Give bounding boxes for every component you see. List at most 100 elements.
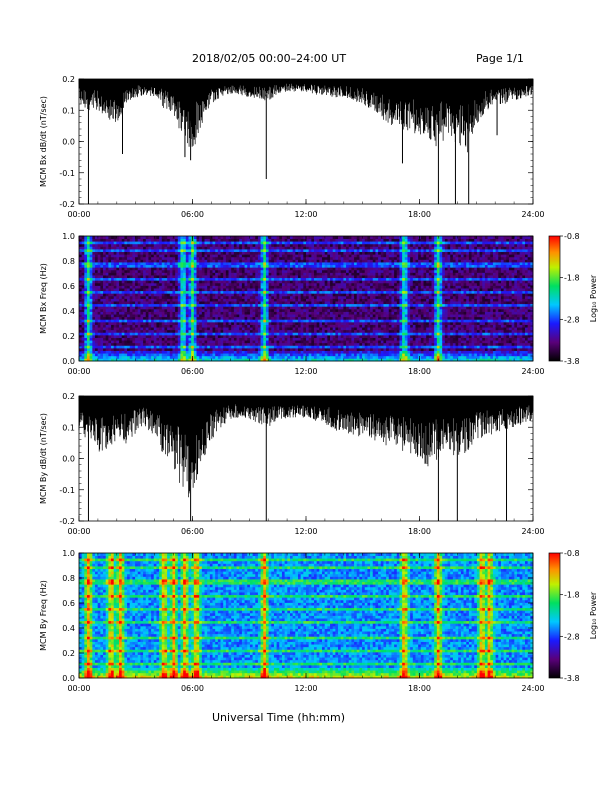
spectrogram-cell (97, 241, 101, 245)
spectrogram-cell (180, 337, 184, 341)
spectrogram-cell (84, 272, 88, 276)
spectrogram-cell (260, 321, 264, 325)
spectrogram-cell (193, 272, 197, 276)
spectrogram-cell (212, 256, 216, 260)
spectrogram-cell (204, 236, 208, 239)
spectrogram-cell (271, 269, 275, 273)
spectrogram-cell (105, 249, 109, 253)
spectrogram-cell (135, 249, 139, 253)
spectrogram-cell (340, 259, 344, 263)
spectrogram-cell (191, 298, 195, 302)
spectrogram-cell (81, 334, 85, 338)
spectrogram-cell (271, 267, 275, 271)
spectrogram-cell (127, 288, 131, 292)
spectrogram-cell (292, 340, 296, 344)
spectrogram-cell (169, 277, 173, 281)
spectrogram-cell (100, 340, 104, 344)
spectrogram-cell (231, 295, 235, 299)
spectrogram-cell (105, 332, 109, 336)
spectrogram-cell (167, 353, 171, 357)
spectrogram-cell (188, 319, 192, 323)
spectrogram-cell (119, 277, 123, 281)
spectrogram-cell (156, 256, 160, 260)
spectrogram-cell (124, 256, 128, 260)
spectrogram-cell (167, 321, 171, 325)
spectrogram-cell (327, 345, 331, 349)
spectrogram-cell (185, 293, 189, 297)
spectrogram-cell (338, 350, 342, 354)
spectrogram-cell (161, 267, 165, 271)
spectrogram-cell (247, 332, 251, 336)
spectrogram-cell (348, 342, 352, 346)
spectrogram-cell (233, 282, 237, 286)
spectrogram-cell (332, 288, 336, 292)
spectrogram-cell (132, 314, 136, 318)
spectrogram-cell (308, 236, 312, 239)
spectrogram-cell (308, 264, 312, 268)
spectrogram-cell (281, 288, 286, 292)
spectrogram-cell (306, 350, 310, 354)
spectrogram-cell (324, 327, 328, 331)
spectrogram-cell (127, 275, 131, 279)
spectrogram-cell (132, 295, 136, 299)
spectrogram-cell (108, 259, 112, 263)
spectrogram-cell (308, 238, 312, 242)
spectrogram-cell (148, 236, 152, 239)
spectrogram-cell (180, 311, 184, 315)
spectrogram-cell (185, 353, 189, 357)
spectrogram-cell (108, 347, 112, 351)
spectrogram-cell (183, 345, 187, 349)
spectrogram-cell (255, 306, 259, 310)
spectrogram-cell (273, 298, 278, 302)
spectrogram-cell (188, 272, 192, 276)
spectrogram-cell (108, 280, 112, 284)
spectrogram-cell (338, 293, 342, 297)
spectrogram-cell (180, 251, 184, 255)
spectrogram-cell (225, 264, 229, 268)
spectrogram-cell (322, 311, 326, 315)
spectrogram-cell (220, 306, 224, 310)
spectrogram-cell (308, 295, 312, 299)
spectrogram-cell (271, 236, 275, 239)
spectrogram-cell (151, 277, 155, 281)
spectrogram-cell (97, 334, 101, 338)
spectrogram-cell (241, 298, 245, 302)
spectrogram-cell (199, 342, 203, 346)
spectrogram-cell (276, 288, 280, 292)
spectrogram-cell (348, 358, 352, 362)
spectrogram-cell (306, 316, 310, 320)
spectrogram-cell (236, 282, 240, 286)
spectrogram-cell (209, 282, 213, 286)
spectrogram-cell (241, 350, 245, 354)
spectrogram-cell (289, 295, 294, 299)
spectrogram-cell (249, 267, 253, 271)
spectrogram-cell (127, 269, 131, 273)
spectrogram-cell (244, 327, 248, 331)
spectrogram-cell (231, 327, 235, 331)
spectrogram-cell (199, 358, 203, 362)
spectrogram-cell (287, 329, 291, 333)
spectrogram-cell (279, 249, 283, 253)
spectrogram-cell (244, 306, 248, 310)
spectrogram-cell (276, 275, 280, 279)
spectrogram-cell (137, 347, 141, 351)
spectrogram-cell (303, 347, 307, 351)
spectrogram-cell (97, 275, 101, 279)
spectrogram-cell (124, 262, 128, 266)
spectrogram-cell (324, 340, 328, 344)
spectrogram-cell (292, 275, 296, 279)
spectrogram-cell (84, 345, 88, 349)
spectrogram-cell (324, 282, 328, 286)
spectrogram-cell (311, 272, 315, 276)
spectrogram-cell (257, 347, 261, 351)
spectrogram-cell (212, 282, 216, 286)
spectrogram-cell (159, 267, 163, 271)
spectrogram-cell (81, 264, 85, 268)
spectrogram-cell (161, 316, 165, 320)
spectrogram-cell (127, 295, 131, 299)
spectrogram-cell (172, 272, 176, 276)
spectrogram-cell (81, 303, 85, 307)
spectrogram-cell (343, 277, 347, 281)
spectrogram-cell (183, 342, 187, 346)
spectrogram-cell (260, 251, 264, 255)
